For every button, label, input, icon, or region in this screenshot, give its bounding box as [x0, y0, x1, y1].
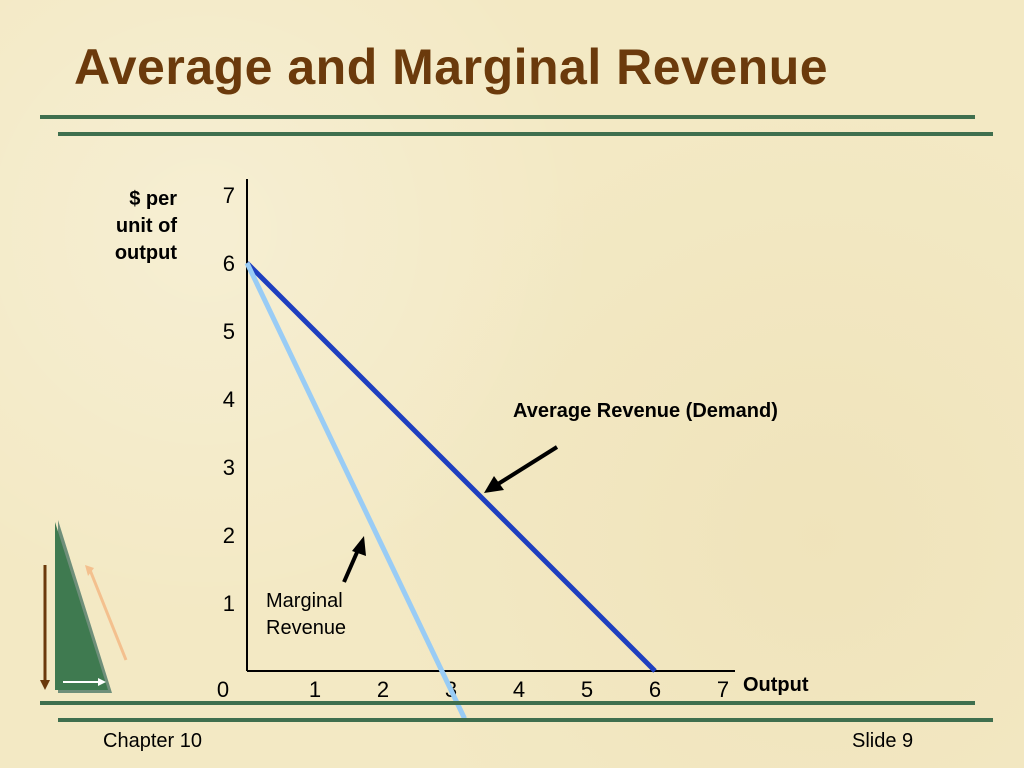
x-tick-label: 2 [377, 677, 389, 702]
average-revenue-label: Average Revenue (Demand) [513, 400, 778, 422]
footer-rule-bottom [58, 718, 993, 722]
y-tick-label: 7 [223, 183, 235, 208]
y-tick-label: 5 [223, 319, 235, 344]
footer-rule-top [40, 701, 975, 705]
footer-chapter: Chapter 10 [103, 730, 202, 752]
x-tick-label: 4 [513, 677, 525, 702]
y-axis-label: unit of [116, 215, 177, 237]
marginal-revenue-label: Revenue [266, 617, 346, 639]
average-revenue-line [245, 261, 657, 673]
y-axis-label: $ per [129, 188, 177, 210]
x-tick-label: 6 [649, 677, 661, 702]
footer-slide-number: Slide 9 [852, 730, 914, 752]
x-axis-label: Output [743, 674, 809, 696]
y-tick-label: 3 [223, 455, 235, 480]
y-tick-label: 4 [223, 387, 235, 412]
y-tick-label: 1 [223, 591, 235, 616]
slide-title: Average and Marginal Revenue [74, 39, 829, 95]
marginal-revenue-arrow-shaft [342, 549, 360, 583]
x-tick-label: 7 [717, 677, 729, 702]
decor-triangle-logo [40, 520, 128, 693]
y-axis-label: output [115, 242, 178, 264]
marginal-revenue-line [244, 261, 467, 720]
x-tick-label: 5 [581, 677, 593, 702]
title-rule-bottom [58, 132, 993, 136]
marginal-revenue-label: Marginal [266, 590, 343, 612]
y-tick-label: 2 [223, 523, 235, 548]
x-tick-label: 1 [309, 677, 321, 702]
x-tick-label: 0 [217, 677, 229, 702]
y-tick-label: 6 [223, 251, 235, 276]
average-revenue-arrow-head [484, 476, 504, 493]
marginal-revenue-arrow-head [352, 536, 366, 556]
title-rule-top [40, 115, 975, 119]
average-revenue-arrow-shaft [496, 445, 559, 486]
